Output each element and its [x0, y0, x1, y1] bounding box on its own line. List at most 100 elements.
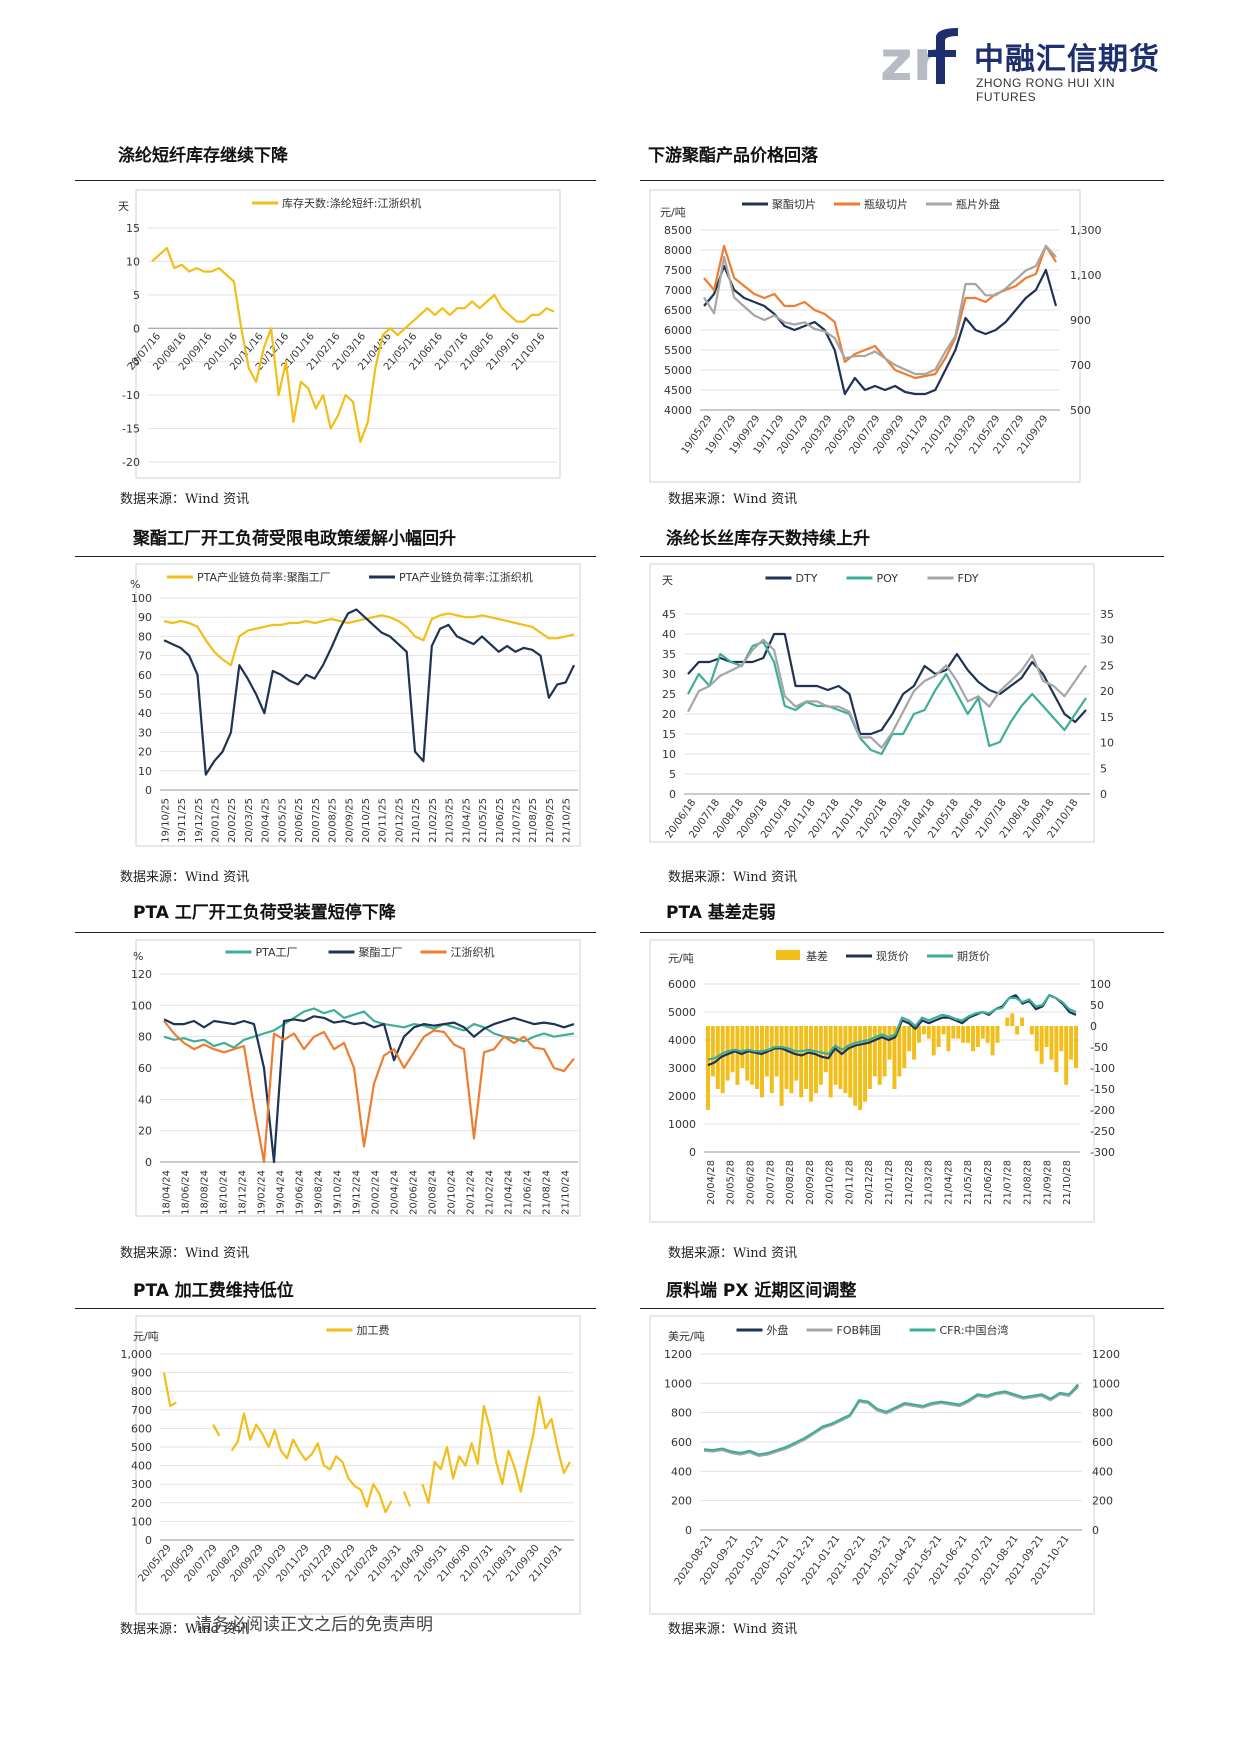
legend-swatch	[776, 950, 800, 960]
bar	[740, 1026, 745, 1068]
brand-name-cn: 中融汇信期货	[974, 42, 1160, 77]
y-tick-label: 40	[662, 628, 676, 641]
x-tick-label: 21/04/28	[943, 1160, 954, 1205]
legend-label: PTA产业链负荷率:聚酯工厂	[197, 570, 331, 584]
x-tick-label: 19/10/24	[333, 1170, 344, 1215]
y2-tick-label: -100	[1090, 1062, 1115, 1075]
x-tick-label: 20/11/25	[378, 798, 389, 843]
y2-tick-label: 1,300	[1070, 224, 1102, 237]
y-tick-label: 35	[662, 648, 676, 661]
x-tick-label: 19/12/25	[194, 798, 205, 843]
title-rule	[640, 1308, 1164, 1309]
x-tick-label: 20/12/28	[864, 1160, 875, 1205]
x-tick-label: 21/08/24	[542, 1170, 553, 1215]
bar	[936, 1026, 941, 1047]
bar	[956, 1026, 961, 1039]
y2-tick-label: 0	[1090, 1020, 1097, 1033]
unit-label: 天	[118, 200, 129, 213]
y2-tick-label: 1200	[1092, 1348, 1120, 1361]
y2-tick-label: 20	[1100, 685, 1114, 698]
y2-tick-label: 700	[1070, 359, 1091, 372]
title-rule	[75, 556, 596, 557]
y-tick-label: 90	[138, 611, 152, 624]
legend-label: 基差	[806, 949, 828, 963]
bar	[980, 1026, 985, 1039]
chart-title: PTA 加工费维持低位	[133, 1281, 294, 1301]
legend-label: 聚酯工厂	[359, 946, 403, 959]
y2-tick-label: -150	[1090, 1083, 1115, 1096]
y-tick-label: 70	[138, 650, 152, 663]
legend-label: 江浙织机	[451, 945, 495, 959]
x-tick-label: 21/05/25	[478, 798, 489, 843]
bar	[931, 1026, 936, 1056]
chart-frame	[649, 1315, 1095, 1615]
x-tick-label: 20/02/24	[371, 1170, 382, 1215]
y-tick-label: 4000	[664, 404, 692, 417]
x-tick-label: 20/12/25	[394, 798, 405, 843]
bar	[1039, 1026, 1044, 1064]
x-tick-label: 21/04/24	[504, 1170, 515, 1215]
bar	[706, 1026, 710, 1110]
y-tick-label: 700	[131, 1404, 152, 1417]
y-tick-label: 5000	[664, 364, 692, 377]
bar	[823, 1026, 828, 1073]
y-tick-label: 15	[662, 728, 676, 741]
bar	[867, 1026, 872, 1089]
bar	[1015, 1026, 1020, 1035]
bar	[858, 1026, 863, 1110]
x-tick-label: 21/04/25	[461, 798, 472, 843]
x-tick-label: 20/03/25	[244, 798, 255, 843]
bar	[926, 1026, 931, 1039]
unit-label: 元/吨	[133, 1330, 159, 1343]
x-tick-label: 20/10/25	[361, 798, 372, 843]
brand-mark-icon: zr	[880, 28, 958, 90]
x-tick-label: 18/04/24	[162, 1170, 173, 1215]
x-tick-label: 19/04/24	[276, 1170, 287, 1215]
y-tick-label: 80	[138, 630, 152, 643]
y-tick-label: 100	[131, 999, 152, 1012]
source-note: 数据来源：Wind 资讯	[120, 1246, 250, 1261]
x-tick-label: 20/05/28	[726, 1160, 737, 1205]
bar	[970, 1026, 975, 1052]
series-line	[151, 247, 555, 443]
chart-c8: 1200 1000 800 600 400 200 0 1200 1000 800 600 400 20…	[649, 1315, 1120, 1615]
bar	[897, 1026, 902, 1077]
legend-label: 瓶级切片	[864, 197, 908, 211]
y-tick-label: 50	[138, 688, 152, 701]
y-tick-label: 6000	[664, 324, 692, 337]
bar	[774, 1026, 779, 1077]
y2-tick-label: -50	[1090, 1041, 1108, 1054]
y-tick-label: 100	[131, 1515, 152, 1528]
bar	[1049, 1026, 1054, 1060]
x-tick-label: 18/08/24	[200, 1170, 211, 1215]
bar	[779, 1026, 784, 1106]
x-tick-label: 20/06/24	[409, 1170, 420, 1215]
y-tick-label: 15	[126, 222, 140, 235]
legend-label: 瓶片外盘	[956, 197, 1000, 211]
y-tick-label: 40	[138, 707, 152, 720]
chart-title: 聚酯工厂开工负荷受限电政策缓解小幅回升	[133, 529, 456, 549]
y2-tick-label: 600	[1092, 1436, 1113, 1449]
x-tick-label: 20/08/28	[785, 1160, 796, 1205]
y-tick-label: 5	[133, 289, 140, 302]
y-tick-label: 60	[138, 1062, 152, 1075]
unit-label: 元/吨	[668, 952, 694, 965]
chart-title: PTA 基差走弱	[666, 903, 776, 923]
x-tick-label: 20/04/25	[261, 798, 272, 843]
y2-tick-label: 400	[1092, 1465, 1113, 1478]
y-tick-label: 2000	[668, 1090, 696, 1103]
x-tick-label: 20/07/28	[765, 1160, 776, 1205]
x-tick-label: 18/10/24	[219, 1170, 230, 1215]
legend-label: FDY	[958, 572, 979, 585]
title-rule	[75, 932, 596, 933]
bar	[892, 1026, 897, 1089]
unit-label: 天	[662, 574, 673, 587]
bar	[975, 1026, 980, 1047]
brand-logo: zr 中融汇信期货 ZHONG RONG HUI XIN FUTURES	[880, 28, 1170, 104]
x-tick-label: 20/08/25	[328, 798, 339, 843]
y-tick-label: 0	[145, 784, 152, 797]
bar	[1020, 1017, 1025, 1026]
y-tick-label: 500	[131, 1441, 152, 1454]
y-tick-label: 30	[662, 668, 676, 681]
